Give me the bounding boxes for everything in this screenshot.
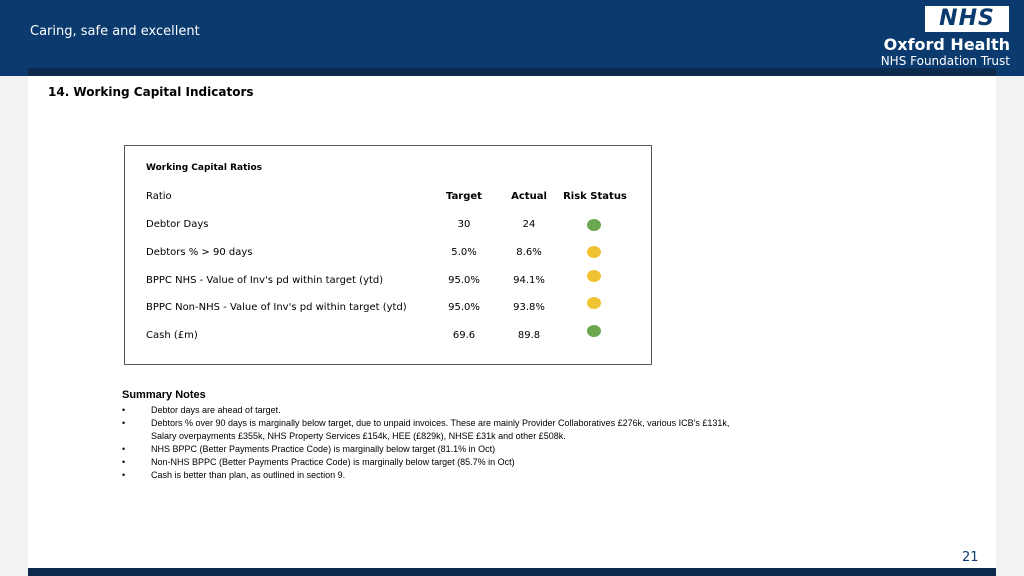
table-row-ratio: BPPC NHS - Value of Inv's pd within targ… <box>146 275 384 286</box>
footer-bar <box>28 568 996 576</box>
bullet: • <box>122 457 126 467</box>
risk-status-dot <box>587 246 601 258</box>
table-row-ratio: Debtors % > 90 days <box>146 247 253 258</box>
table-row-ratio: BPPC Non-NHS - Value of Inv's pd within … <box>146 302 407 313</box>
header-actual: Actual <box>511 191 547 202</box>
header-ratio: Ratio <box>146 191 172 202</box>
page-title: 14. Working Capital Indicators <box>48 85 254 99</box>
tagline: Caring, safe and excellent <box>30 24 200 39</box>
bullet: • <box>122 405 126 415</box>
table-row-actual: 93.8% <box>513 302 545 313</box>
table-row-target: 69.6 <box>452 330 476 341</box>
table-row-actual: 8.6% <box>516 247 542 258</box>
table-row-ratio: Debtor Days <box>146 219 209 230</box>
table-row-actual: 94.1% <box>513 275 545 286</box>
summary-note-text: NHS BPPC (Better Payments Practice Code)… <box>151 444 496 454</box>
table-row-target: 95.0% <box>448 302 480 313</box>
summary-note-text: Debtors % over 90 days is marginally bel… <box>151 418 730 428</box>
summary-note-text: Cash is better than plan, as outlined in… <box>151 470 346 480</box>
summary-title: Summary Notes <box>122 389 206 401</box>
table-caption: Working Capital Ratios <box>146 163 263 173</box>
bullet: • <box>122 444 126 454</box>
summary-note-text: Salary overpayments £355k, NHS Property … <box>151 431 566 441</box>
summary-note-text: Non-NHS BPPC (Better Payments Practice C… <box>151 457 515 467</box>
header-risk-status: Risk Status <box>563 191 627 202</box>
table-row-actual: 24 <box>522 219 536 230</box>
working-capital-table <box>124 145 652 365</box>
risk-status-dot <box>587 219 601 231</box>
org-name: Oxford Health <box>883 35 1010 54</box>
header-divider <box>28 68 996 76</box>
bullet: • <box>122 418 126 428</box>
bullet: • <box>122 470 126 480</box>
table-row-target: 95.0% <box>448 275 480 286</box>
risk-status-dot <box>587 297 601 309</box>
org-subtitle: NHS Foundation Trust <box>880 54 1010 68</box>
page-number: 21 <box>962 550 979 565</box>
header-target: Target <box>446 191 482 202</box>
header-banner <box>0 0 1024 76</box>
summary-note-text: Debtor days are ahead of target. <box>151 405 281 415</box>
table-row-actual: 89.8 <box>517 330 541 341</box>
risk-status-dot <box>587 325 601 337</box>
risk-status-dot <box>587 270 601 282</box>
table-row-target: 5.0% <box>451 247 477 258</box>
table-row-ratio: Cash (£m) <box>146 330 198 341</box>
table-row-target: 30 <box>457 219 471 230</box>
nhs-logo: NHS <box>925 6 1009 32</box>
